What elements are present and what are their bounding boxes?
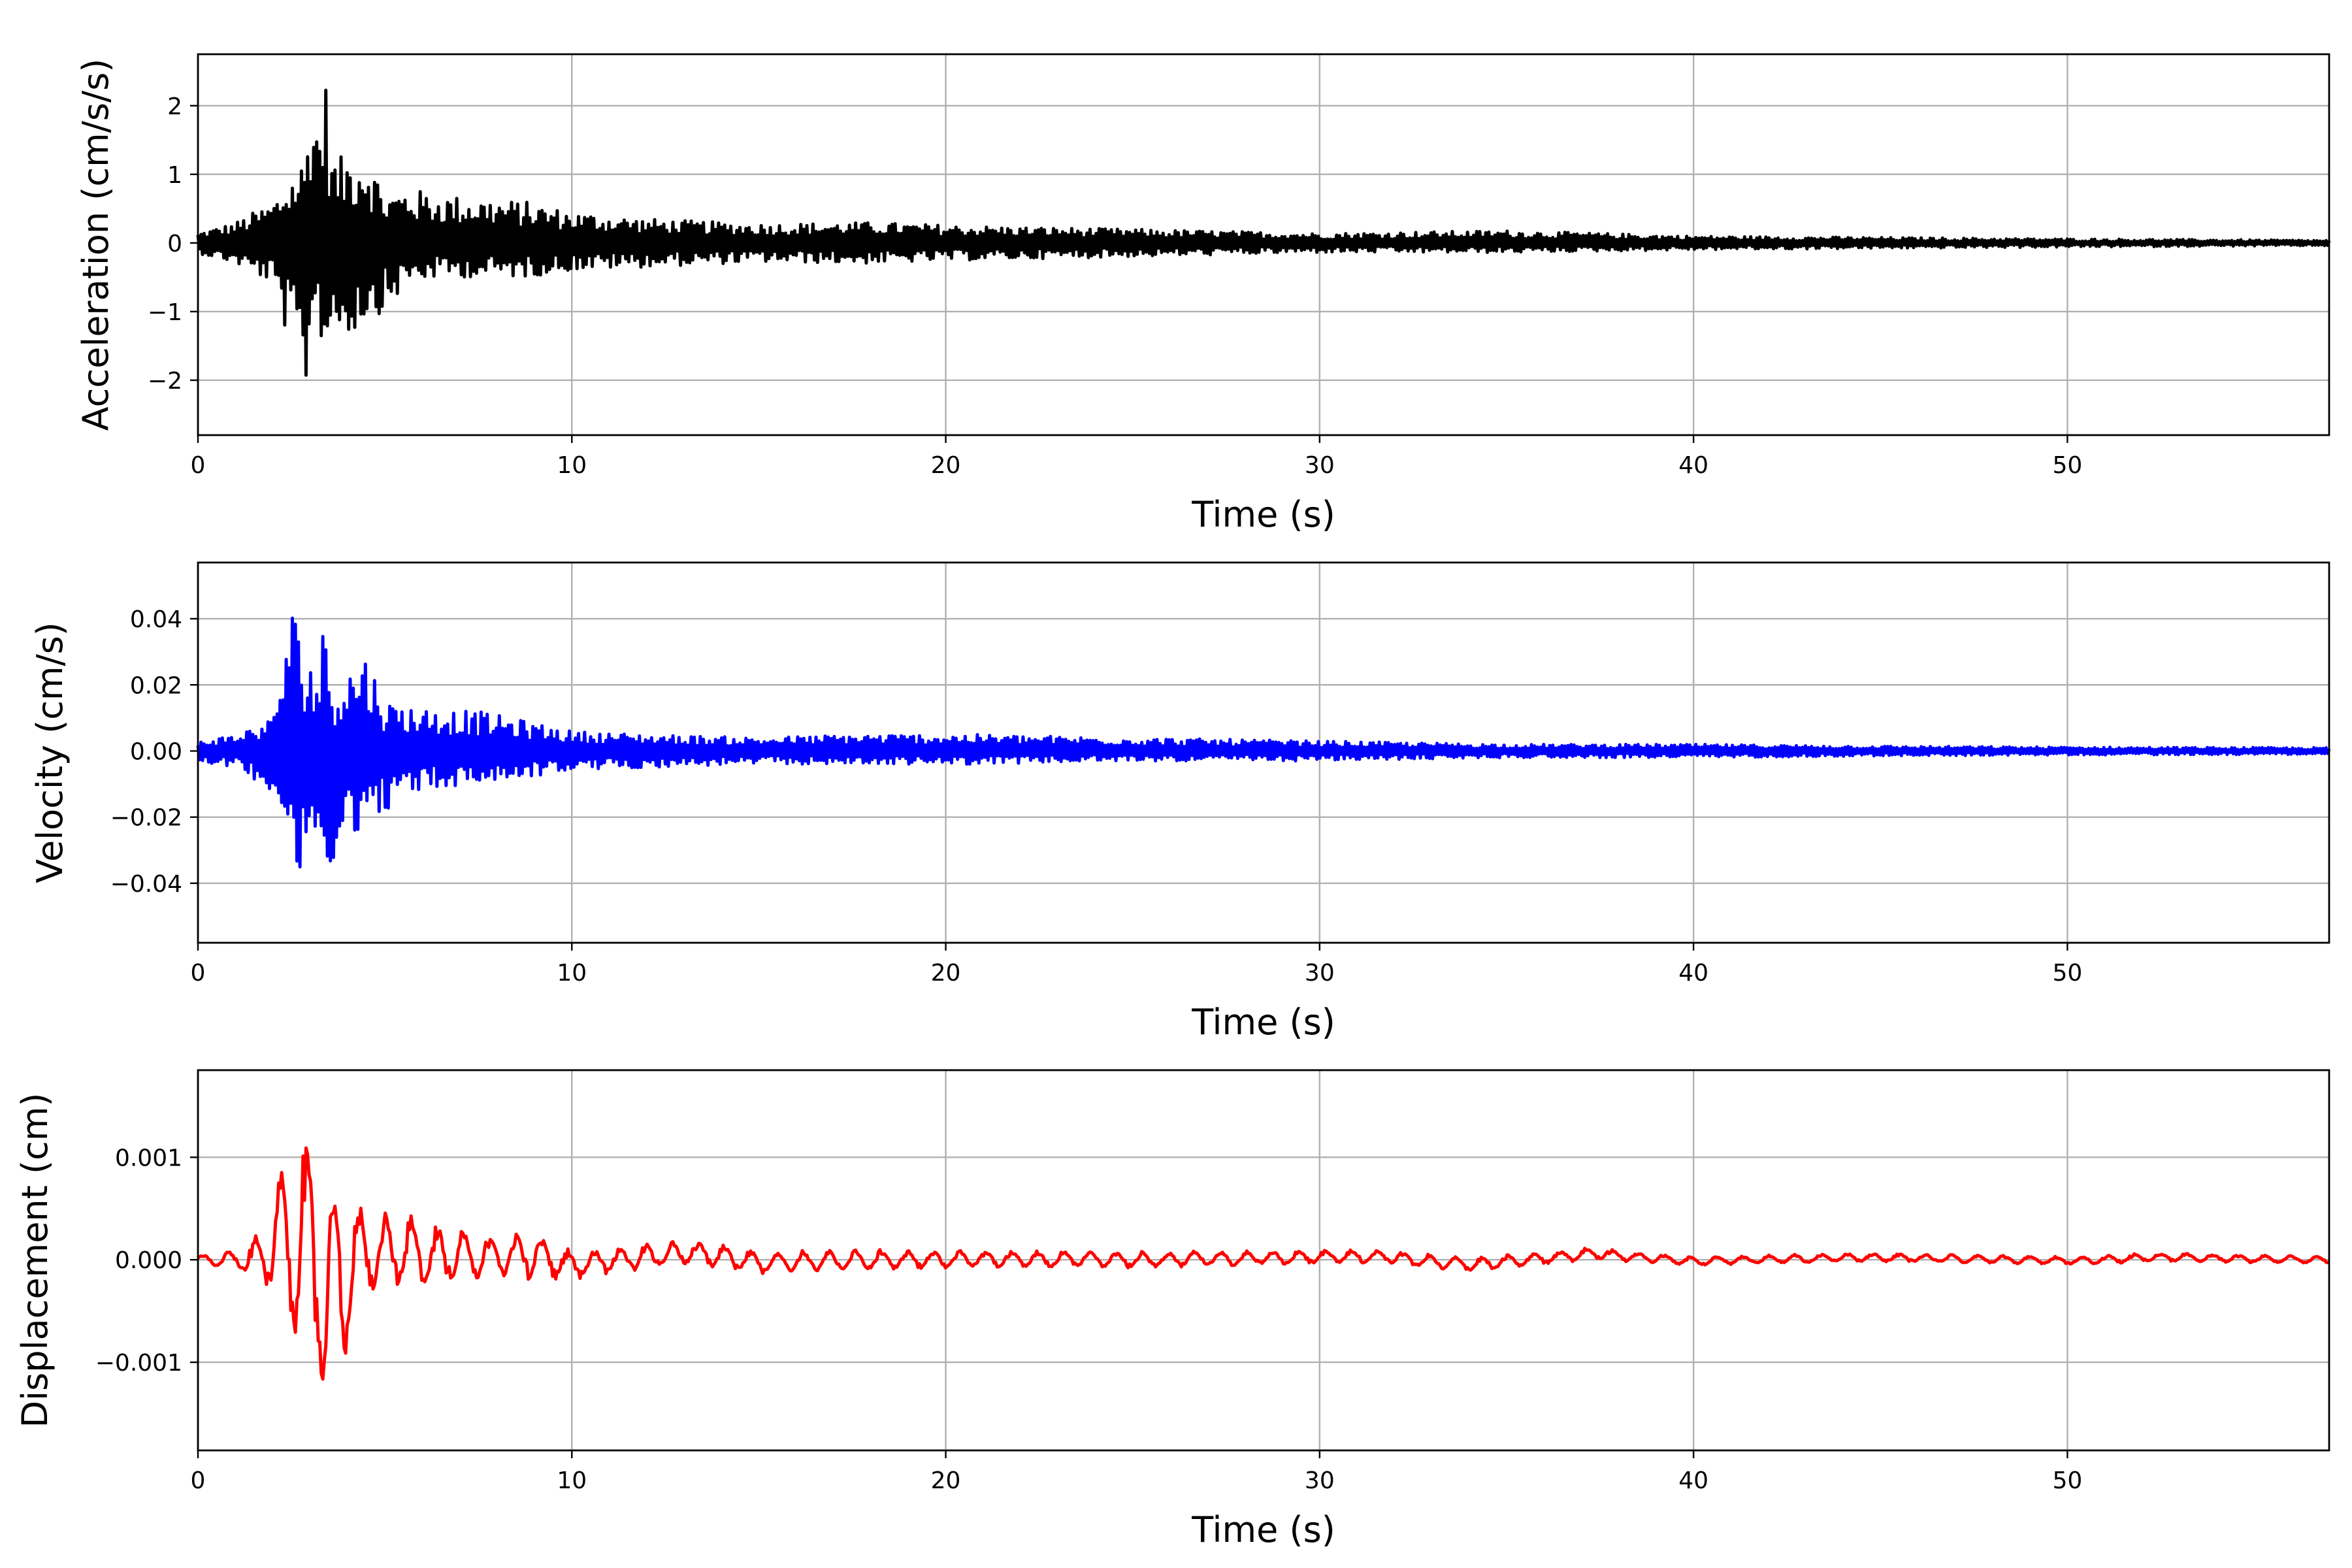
x-tick-label: 0 [191,1467,206,1494]
y-axis-label: Acceleration (cm/s/s) [75,59,116,431]
y-axis-label: Displacement (cm) [14,1093,56,1428]
x-tick-label: 30 [1305,960,1335,987]
x-tick-label: 20 [931,1467,961,1494]
y-tick-label: −0.02 [110,805,182,832]
x-axis-label: Time (s) [1191,1509,1335,1550]
series-line-velocity [196,616,2331,869]
x-tick-label: 30 [1305,452,1335,479]
series-line-displacement [197,1146,2330,1381]
panel-acceleration: 0 10 20 30 40 50 −2 −1 0 1 2 Time (s) Acceleration (… [75,53,2331,535]
x-tick-label: 50 [2052,452,2082,479]
x-tick-label: 40 [1678,1467,1708,1494]
x-axis-label: Time (s) [1191,1002,1335,1043]
panel-velocity: 0 10 20 30 40 50 −0.04 −0.02 0.00 0.02 0.04 Time (s… [29,561,2331,1043]
y-tick-label: 0.04 [130,606,182,633]
plot-frame [197,561,2330,944]
x-tick-label: 0 [191,960,206,987]
x-tick-label: 50 [2052,960,2082,987]
x-tick-label: 10 [557,452,587,479]
x-tick-label: 10 [557,960,587,987]
y-tick-label: 0.001 [115,1145,182,1171]
series-line-acceleration [196,88,2331,377]
panel-displacement: 0 10 20 30 40 50 −0.001 0.000 0.001 Time (s) Displ… [14,1069,2330,1550]
x-tick-label: 50 [2052,1467,2082,1494]
y-tick-label: 0 [167,231,182,257]
x-tick-label: 40 [1678,960,1708,987]
x-tick-label: 40 [1678,452,1708,479]
y-tick-label: 2 [167,93,182,120]
y-tick-label: 0.00 [130,738,182,765]
y-tick-label: −1 [148,299,182,326]
x-tick-label: 20 [931,960,961,987]
x-axis-label: Time (s) [1191,494,1335,535]
y-tick-label: 0.02 [130,672,182,699]
plot-frame [197,53,2330,436]
x-tick-label: 0 [191,452,206,479]
y-tick-label: −2 [148,368,182,395]
x-tick-label: 10 [557,1467,587,1494]
y-tick-label: 1 [167,162,182,189]
y-tick-label: 0.000 [115,1247,182,1274]
y-axis-label: Velocity (cm/s) [29,622,71,883]
x-tick-label: 20 [931,452,961,479]
x-tick-label: 30 [1305,1467,1335,1494]
y-tick-label: −0.04 [110,871,182,898]
y-tick-label: −0.001 [95,1350,182,1377]
